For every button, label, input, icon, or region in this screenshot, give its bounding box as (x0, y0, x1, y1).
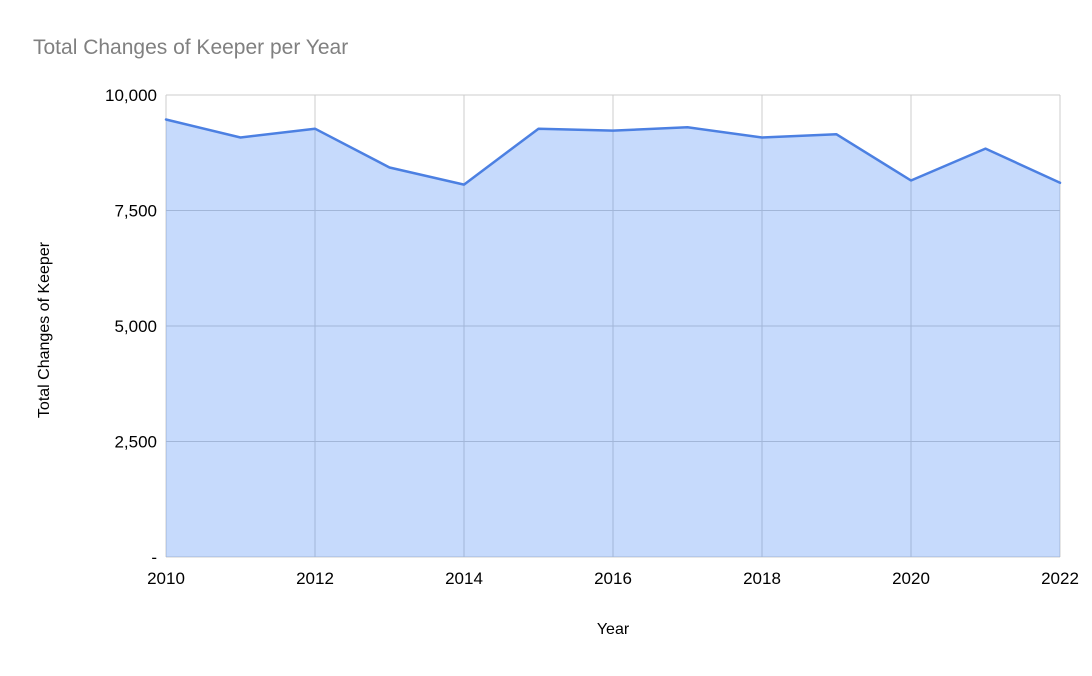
x-tick-label: 2012 (296, 569, 334, 588)
y-tick-label: 2,500 (114, 433, 157, 452)
y-tick-label: - (151, 548, 157, 567)
chart-title: Total Changes of Keeper per Year (33, 36, 349, 59)
x-tick-label: 2018 (743, 569, 781, 588)
x-axis-title: Year (596, 621, 630, 638)
x-tick-label: 2020 (892, 569, 930, 588)
x-tick-label: 2010 (147, 569, 185, 588)
y-tick-label: 10,000 (105, 86, 157, 105)
y-tick-label: 7,500 (114, 202, 157, 221)
y-tick-label: 5,000 (114, 317, 157, 336)
x-tick-label: 2016 (594, 569, 632, 588)
x-tick-label: 2014 (445, 569, 483, 588)
y-axis-title: Total Changes of Keeper (36, 241, 53, 419)
area-fill (166, 119, 1060, 557)
x-tick-label: 2022 (1041, 569, 1079, 588)
series-line (164, 118, 1062, 186)
